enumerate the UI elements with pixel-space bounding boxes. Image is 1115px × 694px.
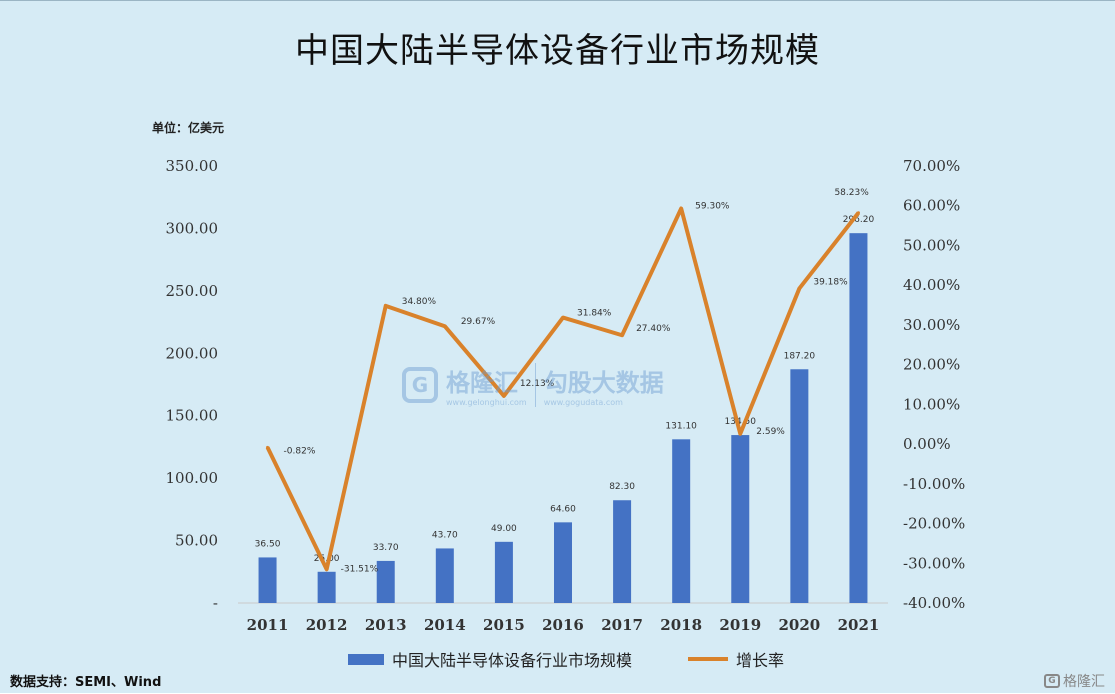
bar-value-label: 64.60 (550, 504, 576, 514)
growth-rate-point (266, 445, 270, 449)
bar (790, 369, 809, 603)
right-axis-tick: 50.00% (903, 236, 960, 254)
growth-rate-label: 58.23% (834, 188, 869, 198)
growth-rate-label: 12.13% (520, 379, 555, 389)
bar-value-label: 25.00 (314, 554, 340, 564)
x-axis-tick: 2013 (365, 616, 407, 634)
watermark: G 格隆汇 www.gelonghui.com 勾股大数据 www.goguda… (402, 363, 664, 407)
growth-rate-point (679, 207, 683, 211)
watermark-partner-url: www.gogudata.com (543, 398, 623, 407)
growth-rate-label: 34.80% (402, 297, 437, 307)
bar (554, 522, 572, 603)
x-axis-tick: 2018 (660, 616, 702, 634)
chart-title: 中国大陆半导体设备行业市场规模 (295, 31, 820, 71)
x-axis-tick: 2019 (719, 616, 761, 634)
watermark-brand-url: www.gelonghui.com (446, 398, 527, 407)
bar (258, 557, 277, 603)
bar-value-label: 43.70 (432, 530, 458, 540)
growth-rate-point (561, 316, 565, 320)
growth-rate-label: 39.18% (813, 277, 848, 287)
x-axis-tick: 2020 (778, 616, 820, 634)
right-axis-tick: 70.00% (903, 157, 960, 175)
watermark-divider (534, 363, 536, 407)
left-axis-tick: - (213, 594, 218, 612)
growth-rate-point (384, 304, 388, 308)
growth-rate-point (620, 333, 624, 337)
bar (317, 571, 336, 603)
right-axis-tick: 10.00% (903, 395, 960, 413)
right-axis-tick: -10.00% (903, 475, 965, 493)
x-axis-tick: 2015 (483, 616, 525, 634)
bar (435, 548, 454, 603)
growth-rate-point (325, 567, 329, 571)
source-note: 数据支持：SEMI、Wind (10, 675, 162, 690)
legend-bar-swatch (348, 654, 384, 665)
left-axis-tick: 300.00 (166, 219, 219, 237)
growth-rate-point (797, 286, 801, 290)
bar (376, 560, 395, 603)
brand-logo: G 格隆汇 (1044, 671, 1105, 691)
left-axis-tick: 50.00 (175, 532, 218, 550)
watermark-logo-icon: G (402, 367, 438, 403)
x-axis-tick: 2012 (306, 616, 348, 634)
bar (494, 541, 513, 603)
growth-rate-label: 29.67% (461, 317, 496, 327)
left-axis-tick: 350.00 (166, 157, 219, 175)
left-axis-tick: 150.00 (166, 407, 219, 425)
unit-label: 单位：亿美元 (152, 120, 224, 135)
bar (613, 500, 632, 603)
growth-rate-point (738, 432, 742, 436)
growth-rate-label: -31.51% (341, 564, 379, 574)
right-axis-tick: -40.00% (903, 594, 965, 612)
growth-rate-point (856, 211, 860, 215)
right-axis-tick: 20.00% (903, 356, 960, 374)
x-axis-tick: 2011 (247, 616, 289, 634)
left-axis-tick: 250.00 (166, 282, 219, 300)
bar-value-label: 49.00 (491, 524, 517, 534)
bar-value-label: 36.50 (255, 539, 281, 549)
growth-rate-label: 59.30% (695, 202, 730, 212)
watermark-brand: 格隆汇 (446, 369, 518, 397)
bar (731, 435, 750, 603)
right-axis-tick: -30.00% (903, 554, 965, 572)
brand-logo-text: 格隆汇 (1063, 674, 1105, 690)
bar (672, 439, 691, 603)
left-axis-tick: 200.00 (166, 344, 219, 362)
x-axis-tick: 2016 (542, 616, 584, 634)
growth-rate-label: 27.40% (636, 324, 671, 334)
bar-value-label: 131.10 (665, 421, 697, 431)
bar-value-label: 33.70 (373, 543, 399, 553)
x-axis-tick: 2017 (601, 616, 643, 634)
watermark-partner: 勾股大数据 (543, 369, 664, 397)
bar-value-label: 134.50 (725, 417, 757, 427)
right-axis-tick: -20.00% (903, 515, 965, 533)
x-axis-tick: 2021 (838, 616, 880, 634)
bar-value-label: 187.20 (784, 351, 816, 361)
legend-bar-label: 中国大陆半导体设备行业市场规模 (392, 651, 632, 670)
left-axis-tick: 100.00 (166, 469, 219, 487)
right-axis-tick: 0.00% (903, 435, 951, 453)
growth-rate-label: -0.82% (284, 446, 316, 456)
right-axis-tick: 40.00% (903, 276, 960, 294)
bar-value-label: 82.30 (609, 482, 635, 492)
growth-rate-point (502, 394, 506, 398)
bar (849, 233, 868, 603)
x-axis-tick: 2014 (424, 616, 466, 634)
growth-rate-point (443, 324, 447, 328)
right-axis-tick: 60.00% (903, 197, 960, 215)
legend-line-label: 增长率 (736, 651, 784, 670)
bar-value-label: 296.20 (843, 215, 875, 225)
right-axis-tick: 30.00% (903, 316, 960, 334)
growth-rate-label: 2.59% (756, 427, 785, 437)
brand-logo-icon: G (1044, 674, 1060, 688)
growth-rate-label: 31.84% (577, 309, 612, 319)
